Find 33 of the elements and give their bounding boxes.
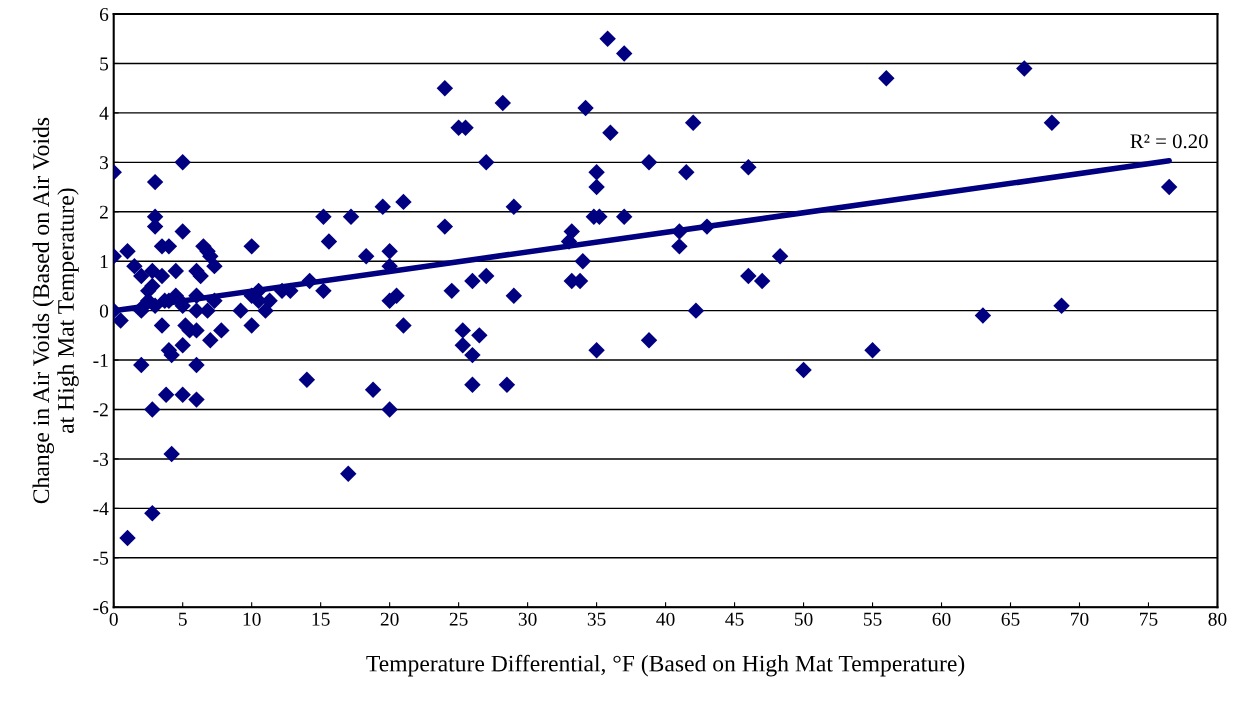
y-tick-label: -5 — [93, 551, 109, 565]
x-tick-label: 30 — [518, 612, 537, 626]
x-tick-label: 80 — [1208, 612, 1227, 626]
x-tick-label: 5 — [178, 612, 187, 626]
y-tick-label: -2 — [93, 403, 108, 417]
x-tick-label: 40 — [656, 612, 675, 626]
x-tick-label: 20 — [380, 612, 399, 626]
x-tick-label: 0 — [109, 612, 118, 626]
x-tick-label: 70 — [1071, 612, 1089, 626]
x-tick-label: 50 — [794, 612, 813, 626]
x-tick-label: 15 — [312, 612, 330, 626]
y-tick-label: -1 — [93, 353, 108, 367]
x-tick-label: 35 — [587, 612, 606, 626]
x-tick-label: 10 — [243, 612, 261, 626]
y-tick-label: 3 — [100, 156, 109, 170]
x-tick-label: 60 — [932, 612, 951, 626]
y-tick-label: -3 — [93, 452, 109, 466]
x-tick-label: 65 — [1001, 612, 1020, 626]
x-axis-title: Temperature Differential, °F (Based on High Mat Temperature) — [366, 654, 965, 677]
x-tick-label: 25 — [449, 612, 468, 626]
x-tick-label: 75 — [1140, 612, 1158, 626]
x-tick-label: 55 — [863, 612, 882, 626]
x-tick-label: 45 — [725, 612, 744, 626]
y-tick-label: -4 — [93, 502, 109, 516]
y-tick-label: 0 — [99, 304, 109, 318]
annotation: R² = 0.20 — [1130, 134, 1208, 149]
y-tick-label: 6 — [99, 7, 109, 21]
y-axis-title: Change in Air Voids (Based on Air Voids at High Mat Temperature) — [32, 117, 79, 504]
y-tick-label: 5 — [100, 57, 109, 71]
y-tick-label: 1 — [100, 255, 108, 268]
y-tick-label: 2 — [99, 205, 108, 219]
y-tick-label: -6 — [93, 601, 109, 615]
y-tick-label: 4 — [99, 106, 109, 120]
